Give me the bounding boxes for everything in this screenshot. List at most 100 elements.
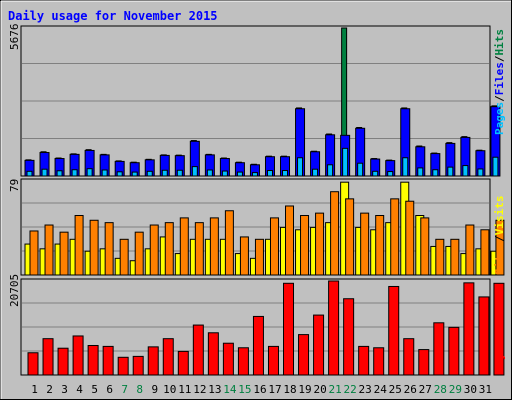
x-tick-label: 14 [223, 383, 237, 396]
bar-pages-day-18 [282, 170, 289, 177]
bar-kbytes-day-20 [313, 314, 325, 376]
bar-pages-day-31 [477, 168, 484, 177]
bar-sites-day-26 [405, 200, 415, 276]
bar-pages-day-3 [56, 170, 63, 177]
bar-sites-day-4 [74, 215, 84, 276]
bar-sites-day-25 [390, 198, 400, 276]
bar-sites-day-31 [480, 229, 490, 276]
bar-sites-day-15 [239, 236, 249, 276]
legend-kbytes: KBytes [493, 333, 506, 373]
x-tick-label: 5 [91, 383, 98, 396]
x-tick-label: 25 [389, 383, 402, 396]
x-tick-label: 17 [268, 383, 281, 396]
bar-pages-day-24 [372, 170, 379, 177]
bar-sites-day-18 [285, 205, 295, 276]
x-tick-label: 8 [136, 383, 143, 396]
bar-pages-day-11 [176, 169, 183, 177]
x-tick-label: 27 [419, 383, 432, 396]
bar-kbytes-day-12 [192, 324, 204, 376]
bar-sites-day-16 [254, 238, 264, 276]
x-tick-label: 13 [208, 383, 221, 396]
x-tick-label: 31 [479, 383, 492, 396]
bar-sites-day-11 [179, 217, 189, 276]
bar-kbytes-day-32 [493, 282, 505, 376]
legend-entry: / [493, 55, 506, 62]
x-tick-label: 24 [374, 383, 388, 396]
x-tick-label: 23 [359, 383, 372, 396]
bar-kbytes-day-21 [328, 280, 340, 376]
x-tick-label: 9 [151, 383, 158, 396]
bar-pages-day-4 [71, 169, 78, 177]
x-tick-label: 15 [238, 383, 251, 396]
legend-entry: / [493, 235, 506, 242]
bar-pages-day-32 [492, 156, 499, 177]
bar-sites-day-5 [89, 219, 99, 276]
x-tick-label: 3 [61, 383, 68, 396]
x-tick-label: 21 [328, 383, 341, 396]
bar-kbytes-day-18 [283, 282, 295, 376]
y-max-label-visits: 79 [8, 179, 21, 192]
bar-kbytes-day-10 [162, 338, 174, 376]
y-max-label-hits: 5676 [8, 24, 21, 51]
legend-entry: Files [493, 62, 506, 95]
bar-kbytes-day-7 [117, 356, 129, 376]
bar-sites-day-3 [59, 231, 69, 276]
bar-pages-day-9 [146, 170, 153, 177]
bar-pages-day-13 [206, 169, 213, 177]
bar-pages-day-21 [327, 164, 334, 177]
bar-pages-day-20 [312, 168, 319, 177]
bar-kbytes-day-19 [298, 334, 310, 376]
bar-kbytes-day-26 [403, 338, 415, 376]
x-tick-label: 30 [464, 383, 477, 396]
bar-sites-day-7 [119, 238, 129, 276]
bar-pages-day-25 [387, 171, 394, 177]
x-tick-label: 10 [163, 383, 176, 396]
bar-kbytes-day-15 [237, 347, 249, 376]
bar-sites-day-2 [44, 224, 54, 276]
bar-kbytes-day-5 [87, 344, 99, 376]
bar-pages-day-29 [447, 166, 454, 177]
x-tick-label: 11 [178, 383, 191, 396]
bar-sites-day-13 [209, 217, 219, 276]
x-tick-label: 18 [283, 383, 296, 396]
bar-sites-day-23 [360, 212, 370, 276]
legend-entry: Visits [493, 196, 506, 236]
bar-sites-day-21 [330, 191, 340, 276]
bar-pages-day-1 [26, 170, 33, 177]
bar-kbytes-day-29 [448, 326, 460, 376]
bar-sites-day-30 [465, 224, 475, 276]
x-tick-label: 19 [298, 383, 311, 396]
x-tick-label: 4 [76, 383, 83, 396]
bar-kbytes-day-27 [418, 349, 430, 376]
bar-pages-day-7 [116, 171, 123, 177]
bar-kbytes-day-16 [252, 315, 264, 376]
legend-entry: Sites [493, 242, 506, 275]
x-tick-label: 7 [121, 383, 128, 396]
bar-sites-day-14 [224, 210, 234, 276]
legend-entry: Hits [493, 29, 506, 56]
legend-pages-files-hits: Pages/Files/Hits [493, 29, 506, 135]
bar-kbytes-day-22 [343, 298, 355, 376]
bar-pages-day-10 [161, 169, 168, 177]
bar-pages-day-12 [191, 166, 198, 177]
chart-title: Daily usage for November 2015 [8, 9, 218, 23]
bar-pages-day-2 [41, 168, 48, 177]
bar-pages-day-26 [402, 157, 409, 177]
bar-kbytes-day-8 [132, 355, 144, 376]
x-tick-label: 16 [253, 383, 266, 396]
x-tick-label: 2 [46, 383, 53, 396]
bar-sites-day-28 [435, 238, 445, 276]
bar-kbytes-day-4 [72, 335, 84, 376]
x-tick-label: 29 [449, 383, 462, 396]
bar-pages-day-22 [342, 147, 349, 177]
bar-pages-day-16 [251, 172, 258, 177]
bar-sites-day-12 [194, 222, 204, 276]
bar-pages-day-30 [462, 165, 469, 177]
legend-entry: KBytes [493, 333, 506, 373]
bar-pages-day-6 [101, 169, 108, 177]
bar-sites-day-27 [420, 217, 430, 276]
bar-sites-day-17 [269, 217, 279, 276]
bar-kbytes-day-2 [42, 338, 54, 376]
bar-pages-day-15 [236, 171, 243, 177]
